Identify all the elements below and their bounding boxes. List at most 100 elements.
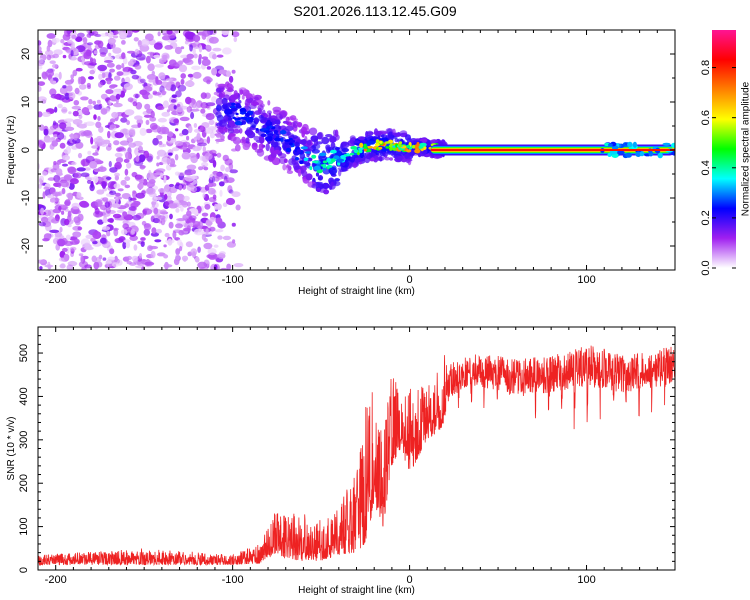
- spectrogram-cell: [79, 200, 89, 208]
- spectrogram-cell: [657, 152, 663, 159]
- spectrogram-cell: [66, 192, 73, 199]
- spectrogram-cell: [384, 156, 390, 161]
- spectrogram-cell: [121, 52, 126, 60]
- spectrogram-cell: [157, 215, 166, 220]
- spectrogram-cell: [92, 100, 96, 105]
- spectrogram-cell: [180, 46, 185, 50]
- spectrogram-cell: [134, 64, 142, 70]
- spectrogram-cell: [38, 183, 42, 189]
- spectrogram-cell: [300, 146, 308, 150]
- spectrogram-cell: [316, 132, 323, 140]
- spectrogram-cell: [112, 35, 119, 39]
- spectrogram-cell: [310, 135, 319, 143]
- spectrogram-cell: [115, 93, 121, 100]
- spectrogram-cell: [358, 149, 363, 154]
- spectrogram-cell: [229, 135, 237, 142]
- spectrogram-cell: [52, 80, 57, 85]
- spectrogram-cell: [282, 163, 287, 171]
- spectrogram-cell: [108, 52, 112, 57]
- spectrogram-cell: [112, 227, 119, 231]
- x-tick-label: 100: [577, 574, 595, 586]
- spectrogram-cell: [212, 53, 217, 60]
- spectrogram-cell: [42, 191, 46, 199]
- spectrogram-cell: [226, 241, 236, 248]
- spectrogram-cell: [274, 137, 281, 142]
- spectrogram-cell: [202, 193, 206, 198]
- spectrogram-cell: [377, 156, 385, 162]
- spectrogram-cell: [77, 152, 83, 159]
- spectrogram-cell: [38, 60, 45, 66]
- spectrogram-cell: [131, 30, 140, 33]
- spectrogram-cell: [147, 51, 156, 55]
- spectrogram-cell: [67, 166, 76, 173]
- spectrogram-cell: [69, 178, 79, 185]
- spectrogram-cell: [200, 108, 206, 114]
- x-tick-label: 0: [407, 274, 413, 286]
- spectrogram-cell: [174, 171, 180, 176]
- spectrogram-cell: [254, 111, 262, 115]
- spectrogram-cell: [380, 134, 385, 138]
- spectrogram-cell: [54, 235, 65, 239]
- spectrogram-cell: [160, 172, 164, 179]
- spectrogram-cell: [262, 109, 266, 117]
- spectrogram-cell: [97, 166, 107, 172]
- spectrogram-cell: [93, 114, 97, 120]
- spectrogram-cell: [156, 135, 163, 140]
- spectrogram-cell: [321, 136, 330, 145]
- spectrogram-cell: [164, 45, 173, 50]
- spectrogram-cell: [363, 143, 367, 148]
- spectrogram-cell: [245, 112, 250, 118]
- spectrogram-cell: [38, 86, 42, 92]
- spectrogram-cell: [131, 255, 139, 262]
- spectrogram-cell: [135, 93, 139, 99]
- spectrogram-cell: [102, 218, 109, 223]
- spectrogram-cell: [114, 192, 121, 197]
- spectrogram-cell: [51, 63, 58, 69]
- spectrogram-cell: [165, 78, 173, 82]
- spectrogram-cell: [142, 208, 153, 215]
- spectrogram-cell: [206, 66, 212, 70]
- spectrogram-cell: [215, 217, 223, 225]
- spectrogram-cell: [168, 203, 178, 209]
- spectrogram-cell: [45, 69, 55, 78]
- spectrogram-cell: [157, 127, 167, 135]
- spectrogram-cell: [137, 260, 145, 267]
- spectrogram-cell: [97, 64, 108, 72]
- spectrogram-cell: [126, 137, 134, 143]
- spectrogram-cell: [73, 100, 80, 106]
- spectrogram-cell: [329, 136, 337, 143]
- spectrogram-cell: [197, 261, 207, 269]
- spectrogram-cell: [378, 146, 383, 150]
- spectrogram-cell: [46, 54, 52, 61]
- spectrogram-cell: [39, 178, 43, 184]
- spectrogram-cell: [179, 246, 183, 252]
- spectrogram-cell: [175, 208, 180, 213]
- spectrogram-cell: [352, 162, 357, 169]
- spectrogram-cell: [392, 153, 397, 159]
- spectrogram-cell: [115, 197, 119, 204]
- spectrogram-cell: [205, 102, 216, 107]
- spectrogram-cell: [38, 111, 43, 118]
- spectrogram-cell: [273, 109, 281, 115]
- spectrogram-cell: [146, 172, 154, 180]
- spectrogram-cell: [53, 49, 63, 56]
- y-tick-label: 400: [18, 387, 30, 405]
- spectrogram-cell: [245, 94, 251, 100]
- spectrogram-cell: [186, 164, 197, 170]
- spectrogram-cell: [165, 82, 172, 90]
- spectrogram-cell: [227, 87, 233, 92]
- spectrogram-cell: [84, 121, 95, 126]
- spectrogram-cell: [59, 142, 66, 149]
- spectrogram-cell: [185, 241, 193, 248]
- spectrogram-cell: [111, 111, 119, 119]
- spectrogram-cell: [94, 207, 100, 215]
- spectrogram-cell: [76, 192, 82, 199]
- spectrogram-cell: [208, 126, 217, 131]
- spectrogram-cell: [75, 67, 83, 72]
- spectrogram-cell: [258, 116, 268, 123]
- spectrogram-cell: [144, 103, 151, 110]
- spectrogram-cell: [175, 253, 180, 261]
- spectrogram-cell: [70, 50, 74, 57]
- spectrogram-cell: [102, 257, 107, 261]
